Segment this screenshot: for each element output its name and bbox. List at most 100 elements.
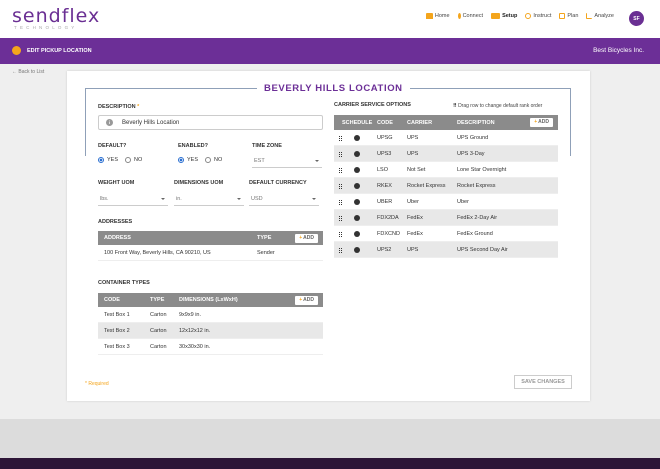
clock-icon[interactable]	[354, 247, 360, 253]
clock-icon[interactable]	[354, 215, 360, 221]
enabled-yes-label: YES	[187, 157, 199, 163]
connect-icon	[457, 13, 461, 19]
carrier-options-header: SCHEDULE CODE CARRIER DESCRIPTION + ADD	[334, 115, 558, 130]
logo-tagline: TECHNOLOGY	[14, 25, 78, 30]
carrier-cell: Rocket Express	[407, 182, 446, 189]
table-row[interactable]: UPS3 UPS UPS 3-Day	[334, 146, 558, 162]
carrier-cell: UPS	[407, 134, 419, 141]
code-cell: RKEX	[377, 182, 392, 189]
drag-handle-icon[interactable]	[339, 200, 342, 205]
drag-handle-icon[interactable]	[339, 216, 342, 221]
required-mark: *	[137, 104, 140, 110]
nav-plan[interactable]: Plan	[559, 13, 578, 19]
code-cell: UBER	[377, 198, 393, 205]
clock-icon[interactable]	[354, 231, 360, 237]
drag-handle-icon[interactable]	[339, 232, 342, 237]
clock-icon[interactable]	[354, 167, 360, 173]
weight-uom-select[interactable]: lbs.	[98, 192, 168, 206]
back-to-list-link[interactable]: ← Back to List	[12, 69, 44, 75]
info-icon: i	[106, 119, 113, 126]
add-carrier-option-button[interactable]: + ADD	[530, 117, 553, 127]
dimensions-uom-value: in.	[176, 195, 182, 202]
table-row[interactable]: Test Box 1 Carton 9x9x9 in.	[98, 307, 323, 323]
address-column-header: ADDRESS	[104, 235, 131, 241]
default-no-radio[interactable]	[125, 157, 132, 163]
default-currency-value: USD	[251, 195, 263, 202]
sendflex-logo[interactable]: sendflex TECHNOLOGY	[12, 6, 100, 30]
setup-icon	[491, 13, 501, 19]
description-cell: Lone Star Overnight	[457, 166, 507, 173]
nav-home-label: Home	[434, 13, 450, 19]
carrier-cell: Uber	[407, 198, 419, 205]
default-currency-select[interactable]: USD	[249, 192, 319, 206]
dimensions-uom-label: DIMENSIONS UOM	[174, 180, 224, 186]
table-row[interactable]: LSO Not Set Lone Star Overnight	[334, 162, 558, 178]
nav-setup[interactable]: Setup	[491, 13, 517, 19]
table-row[interactable]: UBER Uber Uber	[334, 194, 558, 210]
main-nav: Home Connect Setup Instruct Plan Analyze	[425, 13, 614, 19]
dimensions-column-header: DIMENSIONS (LxWxH)	[179, 297, 238, 303]
code-cell: LSO	[377, 166, 389, 173]
carrier-cell: FedEx	[407, 230, 423, 237]
user-avatar[interactable]: SF	[629, 11, 644, 26]
code-cell: Test Box 3	[104, 343, 130, 350]
code-cell: FDXCND	[377, 230, 400, 237]
table-row[interactable]: Test Box 3 Carton 30x30x30 in.	[98, 339, 323, 355]
chevron-down-icon	[237, 197, 241, 200]
type-column-header: TYPE	[257, 235, 272, 241]
table-row[interactable]: UPS2 UPS UPS Second Day Air	[334, 242, 558, 258]
nav-connect[interactable]: Connect	[457, 13, 483, 19]
drag-handle-icon[interactable]	[339, 136, 342, 141]
code-cell: FDX2DA	[377, 214, 399, 221]
add-address-label: ADD	[303, 235, 314, 241]
drag-handle-icon[interactable]	[339, 152, 342, 157]
table-row[interactable]: Test Box 2 Carton 12x12x12 in.	[98, 323, 323, 339]
table-row[interactable]: FDXCND FedEx FedEx Ground	[334, 226, 558, 242]
location-card: BEVERLY HILLS LOCATION DESCRIPTION * i B…	[67, 71, 590, 401]
addresses-table: ADDRESS TYPE + ADD 100 Front Way, Beverl…	[98, 231, 323, 261]
drag-handle-icon[interactable]	[339, 184, 342, 189]
timezone-select[interactable]: EST	[252, 154, 322, 168]
table-row[interactable]: 100 Front Way, Beverly Hills, CA 90210, …	[98, 245, 323, 261]
clock-icon[interactable]	[354, 135, 360, 141]
default-yes-radio[interactable]	[98, 157, 104, 163]
add-container-button[interactable]: + ADD	[295, 295, 318, 305]
type-cell: Carton	[150, 311, 167, 318]
chevron-down-icon	[161, 197, 165, 200]
timezone-value: EST	[254, 157, 265, 164]
table-row[interactable]: FDX2DA FedEx FedEx 2-Day Air	[334, 210, 558, 226]
top-navigation: sendflex TECHNOLOGY Home Connect Setup I…	[0, 0, 660, 38]
nav-setup-label: Setup	[502, 13, 518, 19]
nav-home[interactable]: Home	[425, 13, 450, 19]
drag-handle-icon[interactable]	[339, 168, 342, 173]
company-name: Best Bicycles Inc.	[593, 47, 644, 54]
enabled-no-radio[interactable]	[205, 157, 212, 163]
table-row[interactable]: UPSG UPS UPS Ground	[334, 130, 558, 146]
drag-note-text: Drag row to change default rank order	[458, 103, 543, 109]
description-input[interactable]: i Beverly Hills Location	[98, 115, 323, 130]
code-cell: UPS3	[377, 150, 392, 157]
description-label-text: DESCRIPTION	[98, 104, 136, 110]
table-row[interactable]: RKEX Rocket Express Rocket Express	[334, 178, 558, 194]
type-cell: Carton	[150, 327, 167, 334]
chevron-down-icon	[312, 197, 316, 200]
nav-analyze[interactable]: Analyze	[586, 13, 614, 19]
save-changes-button[interactable]: SAVE CHANGES	[514, 375, 572, 389]
page-header-bar: EDIT PICKUP LOCATION Best Bicycles Inc.	[0, 38, 660, 64]
clock-icon[interactable]	[354, 151, 360, 157]
nav-instruct[interactable]: Instruct	[525, 13, 551, 19]
nav-analyze-label: Analyze	[594, 13, 614, 19]
dimensions-uom-select[interactable]: in.	[174, 192, 244, 206]
clock-icon[interactable]	[354, 199, 360, 205]
default-currency-label: DEFAULT CURRENCY	[249, 180, 307, 186]
enabled-yes-radio[interactable]	[178, 157, 184, 163]
home-icon	[425, 13, 433, 19]
description-cell: FedEx 2-Day Air	[457, 214, 498, 221]
description-cell: Rocket Express	[457, 182, 496, 189]
code-cell: UPSG	[377, 134, 393, 141]
clock-icon[interactable]	[354, 183, 360, 189]
addresses-label: ADDRESSES	[98, 219, 133, 225]
dimensions-cell: 9x9x9 in.	[179, 311, 202, 318]
add-address-button[interactable]: + ADD	[295, 233, 318, 243]
drag-handle-icon[interactable]	[339, 248, 342, 253]
